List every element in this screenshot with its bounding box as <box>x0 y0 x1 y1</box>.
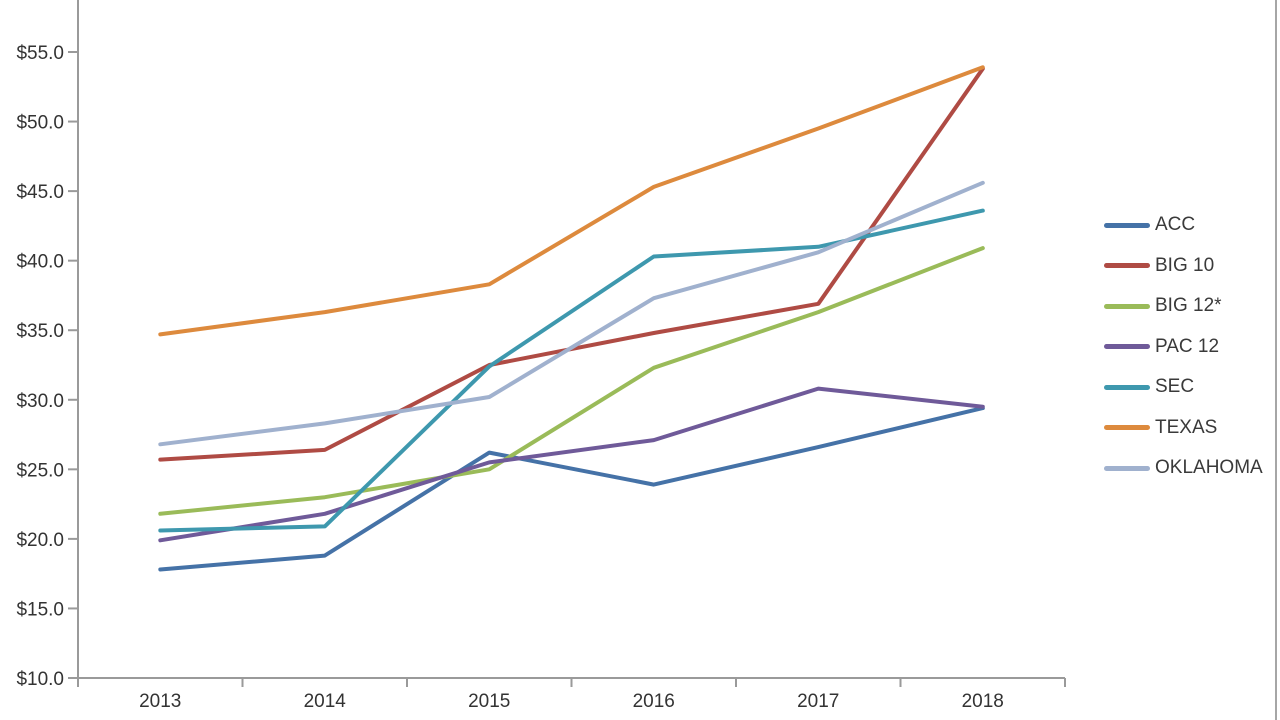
legend-label-big12: BIG 12* <box>1155 295 1222 316</box>
series-line-sec <box>158 208 985 533</box>
legend-swatch-big10 <box>1104 263 1150 268</box>
legend-label-oklahoma: OKLAHOMA <box>1155 457 1263 478</box>
legend-item-big12: BIG 12* <box>1104 294 1263 318</box>
y-tick-label: $20.0 <box>16 530 64 551</box>
y-tick-label: $35.0 <box>16 321 64 342</box>
y-tick-label: $55.0 <box>16 43 64 64</box>
legend: ACC BIG 10 BIG 12* PAC 12 SEC TEXAS OKLA… <box>1104 213 1263 480</box>
y-tick-label: $25.0 <box>16 460 64 481</box>
legend-label-pac12: PAC 12 <box>1155 335 1220 357</box>
x-tick-label: 2015 <box>468 691 510 712</box>
series-line-texas <box>158 65 985 337</box>
x-tick-label: 2017 <box>797 691 839 712</box>
legend-label-sec: SEC <box>1155 376 1195 397</box>
y-tick-label: $30.0 <box>16 391 64 412</box>
y-tick-label: $10.0 <box>16 669 64 690</box>
axis-lines <box>77 0 1065 679</box>
legend-swatch-sec <box>1104 384 1150 390</box>
legend-item-texas: TEXAS <box>1104 416 1263 440</box>
legend-item-sec: SEC <box>1104 375 1263 399</box>
y-tick-label: $15.0 <box>16 599 64 620</box>
legend-swatch-acc <box>1104 222 1150 228</box>
legend-swatch-texas <box>1104 425 1150 430</box>
x-tick-label: 2014 <box>304 691 347 712</box>
y-tick-label: $50.0 <box>16 113 64 134</box>
legend-label-acc: ACC <box>1155 214 1196 235</box>
legend-label-texas: TEXAS <box>1155 416 1218 438</box>
y-tick-label: $45.0 <box>16 182 64 203</box>
series-line-acc <box>158 406 985 572</box>
legend-swatch-oklahoma <box>1104 465 1150 471</box>
legend-swatch-pac12 <box>1104 344 1150 349</box>
window-edge <box>1275 0 1277 720</box>
series-line-oklahoma <box>158 180 985 447</box>
legend-item-big10: BIG 10 <box>1104 254 1263 278</box>
x-tick-label: 2013 <box>139 691 181 712</box>
series-line-big10 <box>158 66 985 462</box>
legend-item-oklahoma: OKLAHOMA <box>1104 456 1263 480</box>
x-tick-label: 2016 <box>633 691 675 712</box>
series-line-big12 <box>158 246 985 516</box>
series-line-pac12 <box>158 386 985 543</box>
legend-label-big10: BIG 10 <box>1155 254 1215 276</box>
y-tick-label: $40.0 <box>16 252 64 273</box>
legend-swatch-big12 <box>1104 303 1150 309</box>
legend-item-pac12: PAC 12 <box>1104 335 1263 359</box>
legend-item-acc: ACC <box>1104 213 1263 237</box>
x-tick-label: 2018 <box>962 691 1004 712</box>
